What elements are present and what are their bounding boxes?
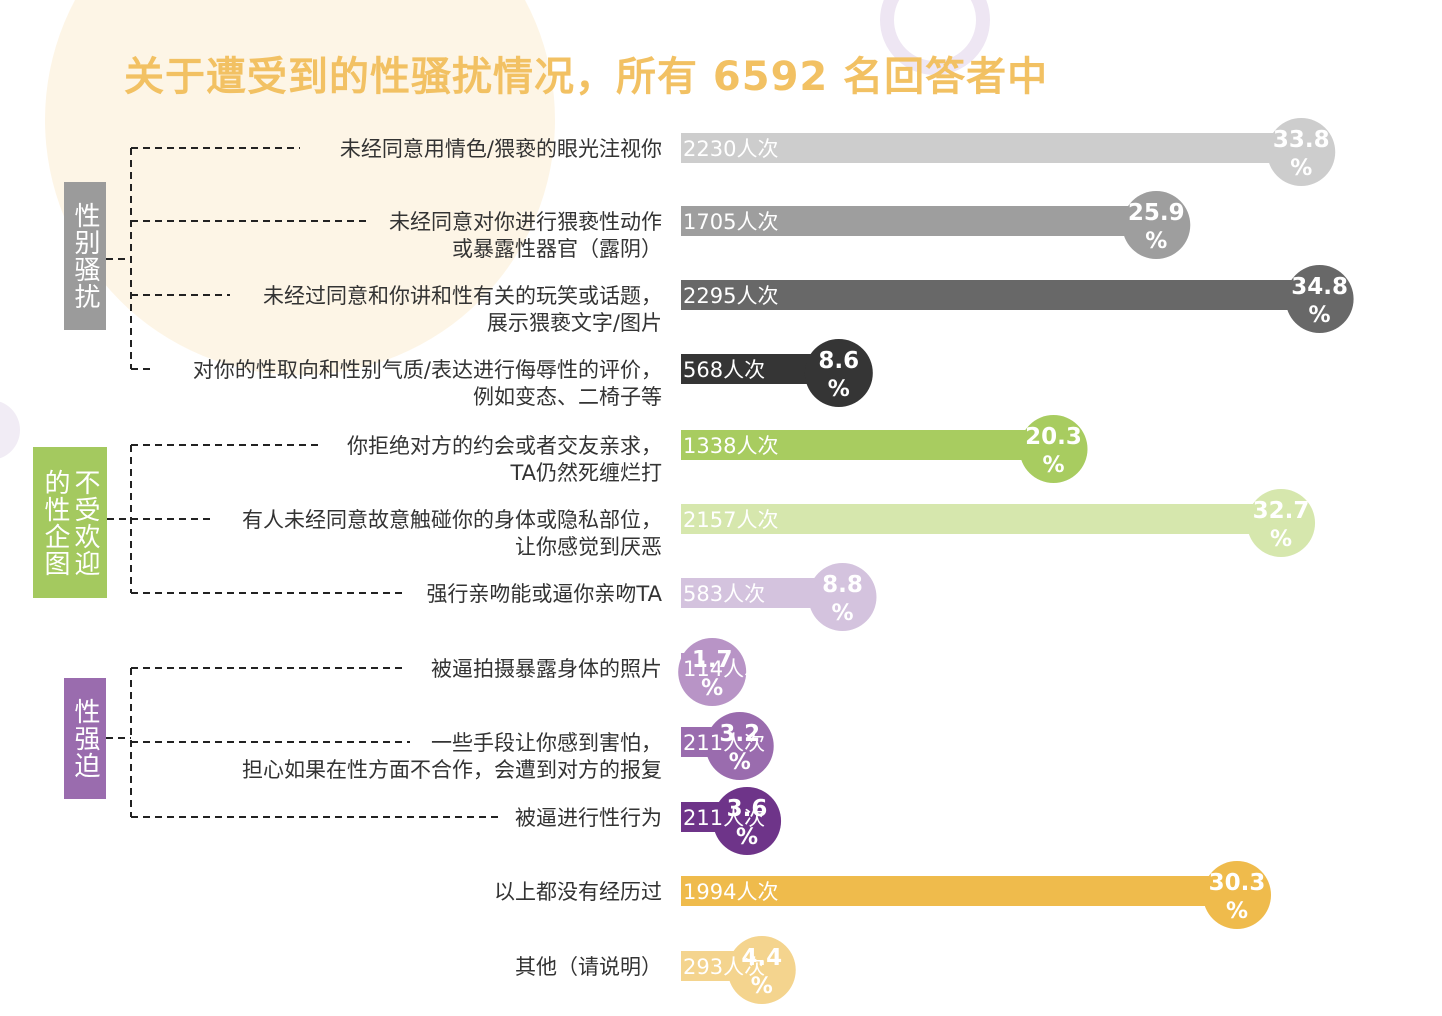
category-label-line: 例如变态、二椅子等 [473,385,662,409]
category-label-line: 或暴露性器官（露阴） [452,237,662,261]
bar-end-circle [1247,489,1316,557]
category-label-line: 有人未经同意故意触碰你的身体或隐私部位， [242,508,662,532]
bar [681,280,1320,310]
bar-end-circle [1019,415,1088,483]
count-label: 583人次 [683,582,765,606]
percent-unit-label: % [729,750,751,775]
category-label: 对你的性取向和性别气质/表达进行侮辱性的评价， 例如变态、二椅子等 [193,358,662,409]
percent-value-label: 32.7 [1253,498,1310,524]
percent-unit-label: % [1145,229,1167,254]
page-title: 关于遭受到的性骚扰情况，所有 6592 名回答者中 [124,54,1049,100]
bar-end-circle [1122,191,1191,259]
bar-end-circle [678,638,747,706]
category-label: 一些手段让你感到害怕， 担心如果在性方面不合作，会遭到对方的报复 [242,731,662,782]
count-label: 1994人次 [683,880,778,904]
count-label: 114人次 [683,657,765,681]
category-label: 未经过同意和你讲和性有关的玩笑或话题， 展示猥亵文字/图片 [263,284,662,335]
group-label-sexual-coercion: 性强迫 [64,678,106,799]
percent-unit-label: % [828,377,850,402]
category-label-line: 一些手段让你感到害怕， [431,731,662,755]
count-label: 211人次 [683,806,765,830]
percent-value-label: 8.6 [818,348,859,374]
bg-dot-lavender [0,401,20,459]
category-label-line: 担心如果在性方面不合作，会遭到对方的报复 [242,758,662,782]
percent-unit-label: % [1226,899,1248,924]
bar [681,133,1302,163]
count-label: 211人次 [683,731,765,755]
bg-circle-cream [45,0,555,375]
bar-end-circle [713,787,782,855]
group-label-text: 性强迫 [70,698,100,779]
count-label: 1338人次 [683,434,778,458]
bar-end-circle [804,339,873,407]
category-label-line: 展示猥亵文字/图片 [487,311,662,335]
category-label-line: 未经同意对你进行猥亵性动作 [389,210,662,234]
count-label: 2157人次 [683,508,778,532]
percent-unit-label: % [1290,156,1312,181]
bar [681,430,1054,460]
category-label-line: 让你感觉到厌恶 [515,535,662,559]
percent-value-label: 4.4 [741,945,782,971]
category-label: 以上都没有经历过 [494,880,662,904]
bar-end-circle [1285,265,1354,333]
bar [681,206,1157,236]
category-label: 强行亲吻能或逼你亲吻TA [426,582,662,606]
category-label: 被逼拍摄暴露身体的照片 [431,657,662,681]
category-label-line: 强行亲吻能或逼你亲吻TA [426,582,662,606]
percent-unit-label: % [1042,453,1064,478]
bar-end-circle [705,712,774,780]
bar [681,876,1238,906]
category-label: 未经同意对你进行猥亵性动作或暴露性器官（露阴） [389,210,662,261]
bar-end-circle [808,563,877,631]
category-label: 未经同意用情色/猥亵的眼光注视你 [340,137,662,161]
percent-unit-label: % [1270,527,1292,552]
category-label-line: 被逼拍摄暴露身体的照片 [431,657,662,681]
percent-value-label: 3.6 [727,796,768,822]
category-label-line: 对你的性取向和性别气质/表达进行侮辱性的评价， [193,358,662,382]
percent-value-label: 1.7 [692,647,733,673]
category-label-line: 未经同意用情色/猥亵的眼光注视你 [340,137,662,161]
count-label: 2230人次 [683,137,778,161]
percent-value-label: 3.2 [719,721,760,747]
bar-end-circle [727,936,796,1004]
percent-value-label: 25.9 [1128,200,1185,226]
percent-value-label: 20.3 [1025,424,1082,450]
percent-unit-label: % [701,676,723,701]
count-label: 293人次 [683,955,765,979]
percent-value-label: 8.8 [822,572,863,598]
category-label: 其他（请说明） [515,955,662,979]
percent-value-label: 30.3 [1209,870,1266,896]
category-label: 被逼进行性行为 [515,806,662,830]
bar [681,504,1282,534]
count-label: 568人次 [683,358,765,382]
bar-end-circle [1203,861,1272,929]
bg-ring-lavender [880,0,990,75]
bar-end-circle [1267,118,1336,186]
category-label-line: 你拒绝对方的约会或者交友亲求， [347,434,662,458]
category-label-line: 以上都没有经历过 [494,880,662,904]
group-label-unwanted-sexual-attention: 不受欢迎的性企图 [33,447,107,598]
category-label: 有人未经同意故意触碰你的身体或隐私部位， 让你感觉到厌恶 [242,508,662,559]
group-label-gender-harassment: 性别骚扰 [64,182,106,330]
percent-unit-label: % [831,601,853,626]
percent-value-label: 33.8 [1273,127,1330,153]
percent-unit-label: % [751,974,773,999]
percent-unit-label: % [1309,303,1331,328]
category-label-line: 被逼进行性行为 [515,806,662,830]
percent-unit-label: % [736,825,758,850]
count-label: 1705人次 [683,210,778,234]
category-label-line: 未经过同意和你讲和性有关的玩笑或话题， [263,284,662,308]
group-label-text: 不受欢迎的性企图 [40,468,100,577]
category-label: 你拒绝对方的约会或者交友亲求， TA仍然死缠烂打 [347,434,662,485]
percent-value-label: 34.8 [1291,274,1348,300]
count-label: 2295人次 [683,284,778,308]
category-label-line: TA仍然死缠烂打 [509,461,662,485]
group-label-text: 性别骚扰 [70,202,100,310]
category-label-line: 其他（请说明） [515,955,662,979]
